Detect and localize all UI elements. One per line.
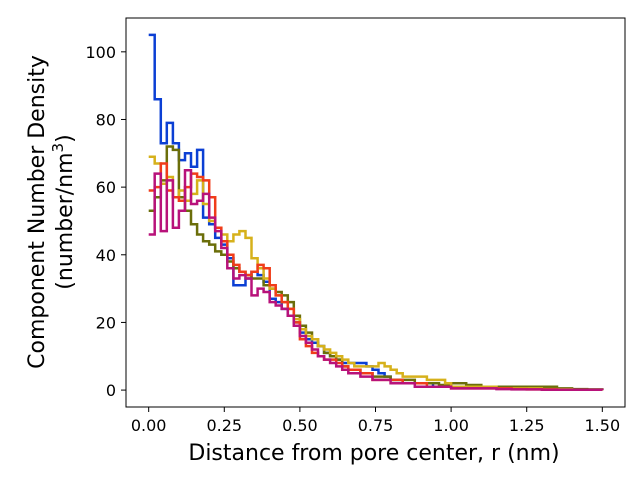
- y-axis-title: Component Number Density (number/nm3): [25, 55, 78, 369]
- y-tick-label: 100: [85, 43, 116, 62]
- y-tick-label: 0: [106, 381, 116, 400]
- x-tick-label: 1.50: [585, 416, 621, 435]
- y-axis-title-unit-suffix: ): [53, 134, 78, 143]
- y-tick-label: 60: [96, 178, 116, 197]
- x-axis-ticks: 0.00 0.25 0.50 0.75 1.00 1.25 1.50: [131, 407, 620, 435]
- y-tick-label: 80: [96, 110, 116, 129]
- y-axis-title-line2: (number/nm3): [49, 134, 78, 289]
- y-axis-ticks: 0 20 40 60 80 100: [85, 43, 126, 400]
- series-line-2: [148, 145, 604, 391]
- x-axis-title: Distance from pore center, r (nm): [188, 441, 559, 466]
- x-tick-label: 0.75: [358, 416, 394, 435]
- x-tick-label: 1.25: [509, 416, 545, 435]
- y-tick-label: 40: [96, 246, 116, 265]
- y-axis-title-unit-exponent: 3: [49, 143, 67, 153]
- y-tick-label: 20: [96, 313, 116, 332]
- x-tick-label: 0.25: [206, 416, 242, 435]
- x-tick-label: 0.50: [282, 416, 318, 435]
- series-layer: [148, 33, 604, 391]
- x-tick-label: 0.00: [131, 416, 167, 435]
- series-line-5: [148, 168, 604, 391]
- y-axis-title-line1: Component Number Density: [25, 55, 50, 369]
- y-axis-title-unit-prefix: (number/nm: [53, 152, 78, 289]
- x-tick-label: 1.00: [433, 416, 469, 435]
